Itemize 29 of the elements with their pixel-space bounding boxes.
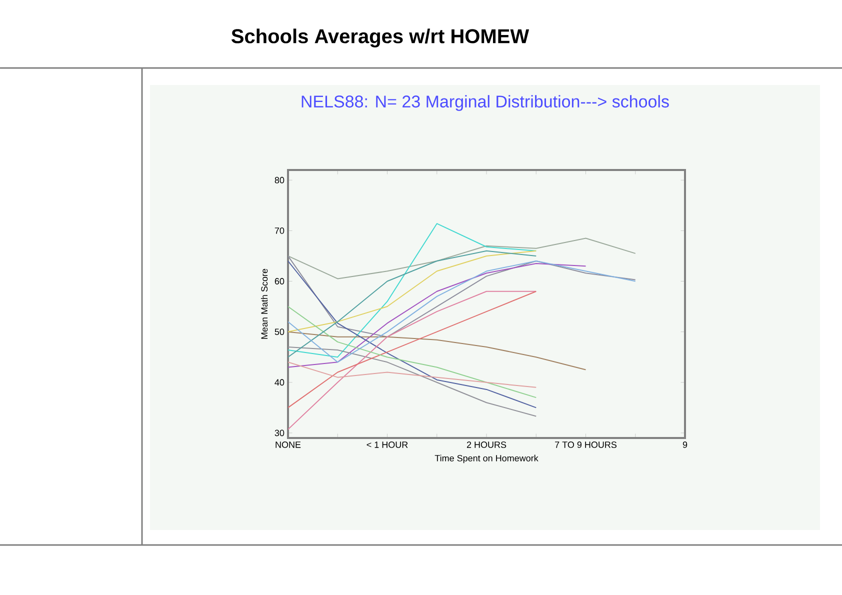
line-series (288, 290, 537, 408)
line-series (288, 331, 586, 370)
line-series (288, 255, 636, 338)
y-tick-label: 60 (274, 278, 284, 284)
x-tick-label: NONE (276, 442, 301, 448)
x-tick-label: 2 HOURS (466, 442, 506, 448)
line-series (288, 238, 636, 280)
line-series (288, 263, 586, 368)
line-series (288, 306, 537, 398)
y-tick-label: 80 (274, 176, 284, 184)
line-series (288, 260, 636, 363)
x-tick-label: 9 (682, 442, 688, 448)
line-series (288, 290, 537, 430)
y-tick-label: 70 (274, 227, 284, 234)
y-tick-label: 50 (274, 328, 284, 336)
x-tick-label: 7 TO 9 HOURS (555, 442, 617, 448)
line-series (288, 223, 537, 358)
line-series (288, 250, 537, 332)
line-series (288, 260, 537, 408)
line-series (288, 250, 537, 358)
y-tick-label: 40 (274, 379, 284, 386)
chart-title: Schools Averages w/rt HOMEW (231, 28, 530, 48)
line-series (288, 362, 537, 388)
y-axis-title: Mean Math Score (260, 268, 268, 339)
x-tick-label: < 1 HOUR (366, 442, 408, 448)
chart-subtitle: NELS88: N= 23 Marginal Distribution---> schools (302, 95, 669, 111)
line-series (288, 346, 537, 417)
x-axis-title: Time Spent on Homework (434, 454, 538, 464)
y-tick-label: 30 (274, 430, 284, 436)
